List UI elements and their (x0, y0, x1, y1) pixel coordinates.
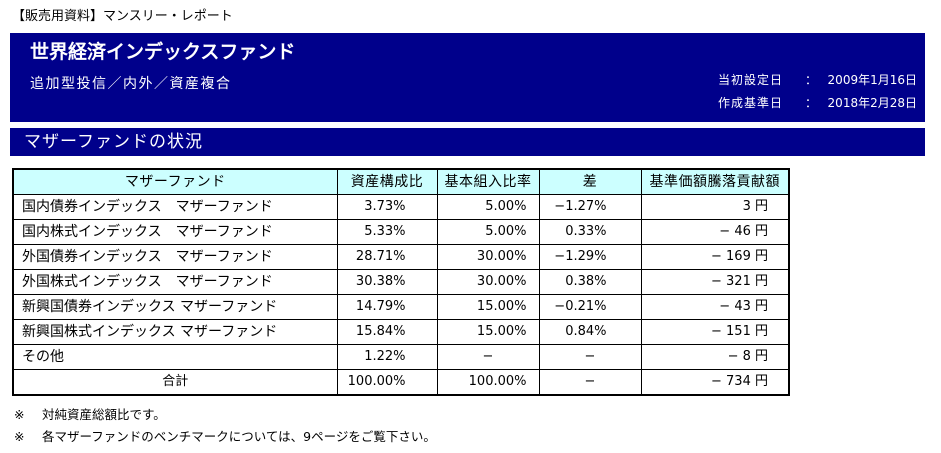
mother-fund-table: マザーファンド 資産構成比 基本組入比率 差 基準価額騰落貢献額 国内債券インデ… (12, 168, 790, 396)
document-label: 【販売用資料】マンスリー・レポート (12, 9, 233, 24)
total-contribution-cell: − 734 円 (640, 369, 790, 396)
fund-name-cell: 国内株式インデックス マザーファンド (12, 219, 338, 245)
table-row: 国内株式インデックス マザーファンド 5.33% 5.00% 0.33% − 4… (12, 219, 790, 245)
reference-date-separator: ： (805, 96, 818, 110)
contribution-cell: − 151 円 (640, 319, 790, 345)
fund-type-subtitle: 追加型投信／内外／資産複合 (30, 76, 232, 92)
total-diff-cell: − (538, 369, 642, 396)
table-row: 外国債券インデックス マザーファンド 28.71% 30.00% −1.29% … (12, 244, 790, 270)
footnote-text: 対純資産総額比です。 (42, 407, 166, 422)
total-base-ratio-cell: 100.00% (436, 369, 540, 396)
asset-ratio-cell: 3.73% (336, 194, 438, 220)
base-ratio-cell: 5.00% (436, 194, 540, 220)
table-row: 国内債券インデックス マザーファンド 3.73% 5.00% −1.27% 3 … (12, 194, 790, 220)
contribution-cell: − 8 円 (640, 344, 790, 370)
fund-name-cell: 外国債券インデックス マザーファンド (12, 244, 338, 270)
footnotes: ※ 対純資産総額比です。 ※ 各マザーファンドのベンチマークについては、9ページ… (14, 404, 914, 448)
column-header-mother-fund: マザーファンド (12, 168, 338, 195)
column-header-base-ratio: 基本組入比率 (436, 168, 540, 195)
diff-cell: −1.29% (538, 244, 642, 270)
asset-ratio-cell: 15.84% (336, 319, 438, 345)
footnote-mark: ※ (14, 407, 25, 422)
inception-date-label: 当初設定日 (718, 73, 784, 87)
inception-date-value: 2009年1月16日 (827, 73, 917, 87)
reference-date-row: 作成基準日 ： 2018年2月28日 (718, 94, 917, 112)
table-row: 外国株式インデックス マザーファンド 30.38% 30.00% 0.38% −… (12, 269, 790, 295)
inception-date-row: 当初設定日 ： 2009年1月16日 (718, 71, 917, 89)
contribution-cell: 3 円 (640, 194, 790, 220)
column-header-contribution: 基準価額騰落貢献額 (640, 168, 790, 195)
inception-date-separator: ： (805, 73, 818, 87)
fund-name-cell: 新興国株式インデックス マザーファンド (12, 319, 338, 345)
asset-ratio-cell: 30.38% (336, 269, 438, 295)
table-row: その他 1.22% − − − 8 円 (12, 344, 790, 370)
base-ratio-cell: 15.00% (436, 319, 540, 345)
table-row: 新興国株式インデックス マザーファンド 15.84% 15.00% 0.84% … (12, 319, 790, 345)
column-header-diff: 差 (538, 168, 642, 195)
footnote: ※ 各マザーファンドのベンチマークについては、9ページをご覧下さい。 (14, 426, 914, 448)
total-asset-ratio-cell: 100.00% (336, 369, 438, 396)
footnote-text: 各マザーファンドのベンチマークについては、9ページをご覧下さい。 (42, 429, 436, 444)
fund-header-bar: 世界経済インデックスファンド 追加型投信／内外／資産複合 当初設定日 ： 200… (10, 33, 925, 122)
asset-ratio-cell: 5.33% (336, 219, 438, 245)
contribution-cell: − 321 円 (640, 269, 790, 295)
footnote-mark: ※ (14, 429, 25, 444)
section-bar: マザーファンドの状況 (10, 128, 925, 156)
diff-cell: 0.38% (538, 269, 642, 295)
fund-name-cell: その他 (12, 344, 338, 370)
contribution-cell: − 169 円 (640, 244, 790, 270)
fund-name-title: 世界経済インデックスファンド (30, 41, 296, 63)
diff-cell: −0.21% (538, 294, 642, 320)
base-ratio-cell: 30.00% (436, 269, 540, 295)
total-label-cell: 合計 (12, 369, 338, 396)
base-ratio-cell: 5.00% (436, 219, 540, 245)
diff-cell: − (538, 344, 642, 370)
base-ratio-cell: 15.00% (436, 294, 540, 320)
table-row: 新興国債券インデックス マザーファンド 14.79% 15.00% −0.21%… (12, 294, 790, 320)
column-header-asset-ratio: 資産構成比 (336, 168, 438, 195)
base-ratio-cell: − (436, 344, 540, 370)
fund-name-cell: 外国株式インデックス マザーファンド (12, 269, 338, 295)
contribution-cell: − 46 円 (640, 219, 790, 245)
asset-ratio-cell: 1.22% (336, 344, 438, 370)
footnote: ※ 対純資産総額比です。 (14, 404, 914, 426)
reference-date-value: 2018年2月28日 (827, 96, 917, 110)
contribution-cell: − 43 円 (640, 294, 790, 320)
diff-cell: −1.27% (538, 194, 642, 220)
asset-ratio-cell: 28.71% (336, 244, 438, 270)
asset-ratio-cell: 14.79% (336, 294, 438, 320)
fund-name-cell: 国内債券インデックス マザーファンド (12, 194, 338, 220)
table-header-row: マザーファンド 資産構成比 基本組入比率 差 基準価額騰落貢献額 (12, 168, 790, 195)
diff-cell: 0.84% (538, 319, 642, 345)
reference-date-label: 作成基準日 (718, 96, 784, 110)
diff-cell: 0.33% (538, 219, 642, 245)
fund-name-cell: 新興国債券インデックス マザーファンド (12, 294, 338, 320)
base-ratio-cell: 30.00% (436, 244, 540, 270)
section-title: マザーファンドの状況 (24, 132, 203, 152)
table-total-row: 合計 100.00% 100.00% − − 734 円 (12, 369, 790, 396)
